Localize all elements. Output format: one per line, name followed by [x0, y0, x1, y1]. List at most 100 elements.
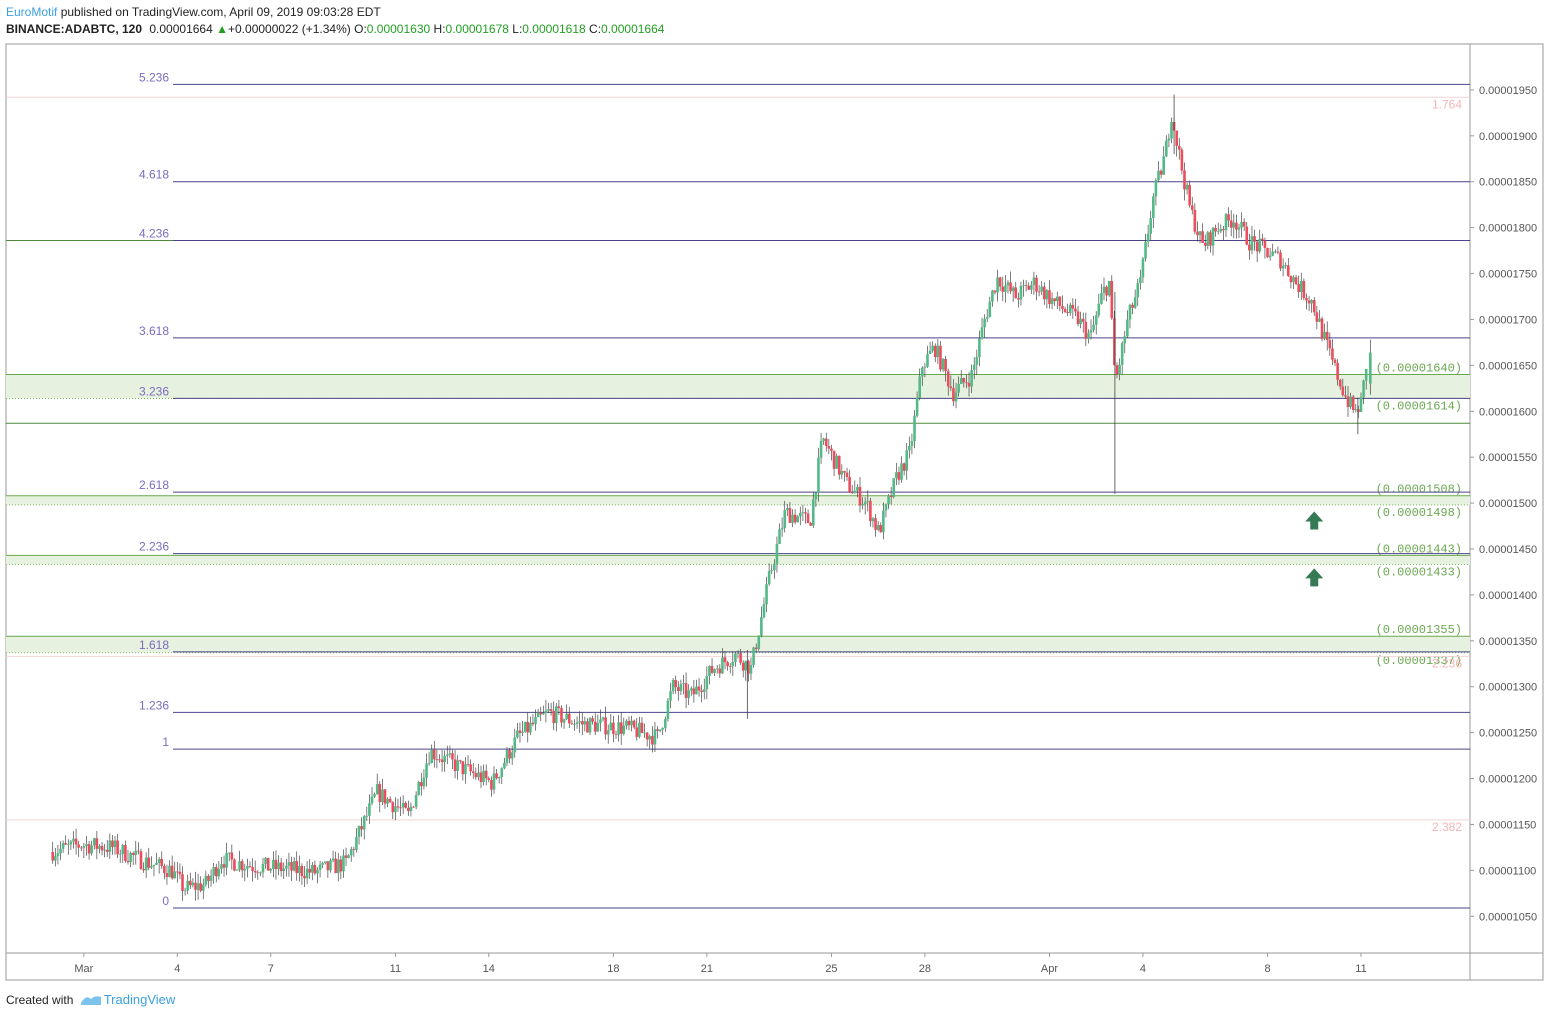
fib-level-label: 0 — [162, 894, 169, 908]
candle-body — [1266, 247, 1269, 258]
zone-top-label: (0.00001355) — [1376, 623, 1462, 637]
candle-body — [1175, 130, 1178, 146]
candle-body — [1045, 290, 1049, 300]
candle-body — [438, 759, 441, 761]
candle-body — [186, 880, 190, 891]
candle — [739, 648, 742, 665]
price-tick-label: 0.00001450 — [1479, 544, 1537, 556]
candle — [445, 745, 449, 765]
candle — [453, 750, 457, 779]
candle — [1284, 262, 1288, 269]
up-arrow-icon — [1305, 511, 1324, 530]
candle — [957, 376, 960, 397]
candle — [1087, 329, 1090, 344]
candle — [946, 368, 950, 396]
candle-body — [243, 868, 247, 871]
candle — [923, 362, 927, 378]
candle — [1154, 177, 1158, 206]
candle — [220, 856, 223, 874]
candle — [1253, 229, 1256, 251]
candle-body — [1050, 298, 1054, 305]
candle — [516, 722, 519, 739]
candle-body — [786, 508, 789, 511]
candle-body — [253, 870, 257, 873]
candle — [591, 715, 594, 725]
candle-body — [713, 669, 716, 673]
candle-body — [1331, 348, 1334, 360]
candle — [51, 841, 55, 864]
pink-fib-label: 2.236 — [1432, 656, 1462, 670]
candle-body — [1149, 218, 1153, 234]
candle-body — [895, 472, 898, 479]
candle — [92, 837, 96, 850]
candle-body — [100, 845, 104, 851]
candle — [438, 754, 441, 763]
candle — [682, 674, 685, 695]
candle-body — [1201, 231, 1204, 243]
candle — [181, 866, 184, 901]
candle — [617, 714, 620, 742]
candle — [61, 840, 65, 853]
candle-body — [689, 688, 693, 691]
candle-body — [1035, 277, 1038, 292]
high-value: 0.00001678 — [445, 22, 509, 36]
candle — [238, 850, 241, 872]
candle — [199, 876, 202, 893]
candle — [573, 719, 576, 732]
candle — [176, 862, 179, 883]
candle — [778, 523, 781, 544]
candle — [601, 716, 605, 722]
candle — [752, 646, 755, 668]
candle — [142, 862, 145, 873]
candle-body — [1312, 300, 1316, 313]
zone-bottom-label: (0.00001433) — [1376, 566, 1462, 580]
chart-frame — [5, 43, 1544, 981]
candle-body — [1068, 304, 1072, 313]
candle — [557, 700, 561, 715]
candle-body — [627, 720, 631, 726]
candle — [622, 717, 626, 736]
candle-body — [606, 730, 610, 735]
author-link[interactable]: EuroMotif — [6, 5, 58, 19]
price-tick-label: 0.00001600 — [1479, 406, 1537, 418]
candle — [1009, 271, 1012, 294]
candle-body — [1136, 283, 1140, 298]
candle-body — [887, 495, 890, 505]
tradingview-brand[interactable]: TradingView — [103, 992, 176, 1007]
candle-body — [1126, 319, 1129, 337]
candle — [194, 871, 197, 901]
candle — [1045, 289, 1049, 309]
candle — [503, 757, 506, 770]
candle — [596, 714, 600, 732]
candle-body — [108, 840, 112, 852]
candle-body — [754, 647, 758, 650]
candle-body — [521, 731, 524, 733]
candle-body — [1318, 318, 1321, 322]
candle-body — [905, 450, 909, 471]
candle — [90, 840, 93, 856]
candle-body — [539, 712, 543, 715]
candle-body — [1115, 365, 1119, 375]
candle — [1123, 330, 1127, 354]
candle — [1061, 295, 1064, 314]
candle — [554, 703, 558, 732]
zone-fill — [6, 374, 1470, 399]
candle-body — [632, 720, 636, 728]
candle — [679, 679, 683, 695]
candle-body — [967, 382, 971, 387]
candle — [692, 679, 696, 703]
candle-body — [516, 730, 519, 738]
candle — [801, 504, 805, 522]
candle — [1006, 280, 1010, 294]
candle-body — [985, 317, 989, 319]
candle-body — [1144, 241, 1147, 259]
candle-body — [1227, 214, 1230, 221]
candle — [1341, 378, 1345, 397]
candle — [1152, 193, 1155, 229]
candle — [1100, 283, 1103, 305]
candle — [744, 660, 748, 681]
candle-body — [588, 718, 592, 733]
candle-body — [978, 338, 981, 358]
price-tick-label: 0.00001150 — [1479, 819, 1536, 831]
